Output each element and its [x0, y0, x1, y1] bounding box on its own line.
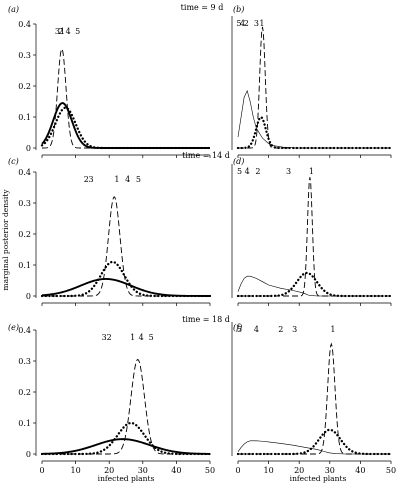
peak-label: 2: [84, 175, 89, 184]
series-line-thin: [237, 275, 391, 297]
y-tick-label: 0.2: [18, 388, 31, 397]
peak-label: 2: [278, 325, 283, 334]
x-tick-label: 40: [355, 466, 365, 475]
peak-label: 5: [75, 27, 80, 36]
y-tick-label: 0.3: [18, 199, 31, 208]
panel-label: (b): [233, 5, 244, 14]
y-tick-label: 0.4: [18, 168, 31, 177]
series-line-dashed: [42, 358, 210, 455]
time-label-9d: time = 9 d: [181, 3, 224, 12]
peak-label: 4: [66, 27, 71, 36]
y-tick-label: 0.2: [18, 82, 31, 91]
peak-label: 1: [130, 333, 135, 342]
x-tick-label: 30: [325, 466, 335, 475]
peak-label: 1: [114, 175, 119, 184]
peak-label: 5: [149, 333, 154, 342]
chart-panel: (a) 0 0.1 0.2 0.3 0.4 321 4 5: [8, 5, 212, 158]
peak-label: 3: [55, 27, 60, 36]
y-tick-label: 0.1: [18, 419, 31, 428]
y-tick-label: 0.3: [18, 357, 31, 366]
peak-label: 4: [245, 167, 250, 176]
panel-label: (c): [8, 157, 19, 166]
peak-label: 3: [292, 325, 297, 334]
x-axis-label-left: infected plants: [98, 474, 155, 483]
y-tick-label: 0.1: [18, 261, 31, 270]
series-line-dotted: [40, 106, 212, 150]
x-tick-label: 0: [235, 466, 240, 475]
chart-panel: (e) 0 0.1 0.2 0.3 0.4 0 10 20 30 40 50 3 2 1 4 5: [8, 323, 215, 475]
y-tick-label: 0.3: [18, 51, 31, 60]
y-tick-label: 0: [26, 144, 31, 153]
x-tick-label: 50: [386, 466, 396, 475]
panel-label: (d): [233, 157, 244, 166]
series-line-dashed: [42, 196, 210, 297]
peak-label: 2: [107, 333, 112, 342]
peak-label: 2: [244, 19, 249, 28]
series-line-thin: [237, 89, 391, 149]
peak-label: 3: [254, 19, 259, 28]
x-tick-label: 10: [264, 466, 274, 475]
series-line-dotted: [236, 428, 393, 456]
peak-label: 5: [237, 325, 242, 334]
x-tick-label: 30: [138, 466, 148, 475]
peak-label: 2: [58, 27, 63, 36]
x-tick-label: 20: [294, 466, 304, 475]
series-line-thin: [237, 440, 391, 455]
chart-panel: (c) 0 0.1 0.2 0.3 0.4 2 3 1 4 5: [8, 157, 212, 306]
y-tick-label: 0.4: [18, 326, 31, 335]
peak-label: 1: [259, 19, 264, 28]
y-tick-label: 0: [26, 292, 31, 301]
series-line-thick: [41, 277, 210, 297]
chart-panel: (f) 0 10 20 30 40 50 5 4 2 3 1: [231, 322, 396, 475]
x-tick-label: 0: [39, 466, 44, 475]
panel-label: (a): [8, 5, 19, 14]
peak-label: 5: [236, 19, 241, 28]
peak-label: 3: [89, 175, 94, 184]
x-tick-label: 40: [171, 466, 181, 475]
time-label-18d: time = 18 d: [182, 315, 230, 324]
time-label-14d: time = 14 d: [182, 151, 230, 160]
peak-label: 3: [286, 167, 291, 176]
peak-label: 1: [60, 27, 65, 36]
panel-label: (f): [233, 323, 242, 332]
series-line-thick: [41, 102, 210, 149]
y-axis-label: marginal posterior density: [1, 189, 10, 291]
series-line-dotted: [40, 260, 212, 298]
peak-label: 1: [309, 167, 314, 176]
y-tick-label: 0.2: [18, 230, 31, 239]
x-tick-label: 50: [205, 466, 215, 475]
series-line-dashed: [238, 26, 391, 149]
peak-label: 4: [125, 175, 130, 184]
peak-label: 2: [255, 167, 260, 176]
peak-label: 3: [102, 333, 107, 342]
chart-panel: (b) 542 3 1: [231, 5, 393, 158]
y-tick-label: 0.1: [18, 113, 31, 122]
peak-label: 5: [136, 175, 141, 184]
series-line-thick: [41, 438, 210, 455]
peak-label: 4: [139, 333, 144, 342]
x-tick-label: 10: [71, 466, 81, 475]
series-line-dotted: [236, 115, 393, 150]
peak-label: 1: [330, 325, 335, 334]
y-tick-label: 0: [26, 450, 31, 459]
chart-panel: (d)5 4 2 3 1: [231, 157, 393, 306]
series-line-dotted: [236, 271, 393, 298]
y-tick-label: 0.4: [18, 20, 31, 29]
series-line-dashed: [238, 177, 391, 297]
peak-label: 5: [237, 167, 242, 176]
series-line-dashed: [238, 342, 391, 455]
x-tick-label: 20: [104, 466, 114, 475]
x-axis-label-right: infected plants: [290, 474, 347, 483]
peak-label: 4: [240, 19, 245, 28]
peak-label: 4: [254, 325, 259, 334]
series-line-dotted: [40, 421, 212, 456]
series-line-dashed: [42, 48, 210, 149]
panel-label: (e): [8, 323, 19, 332]
